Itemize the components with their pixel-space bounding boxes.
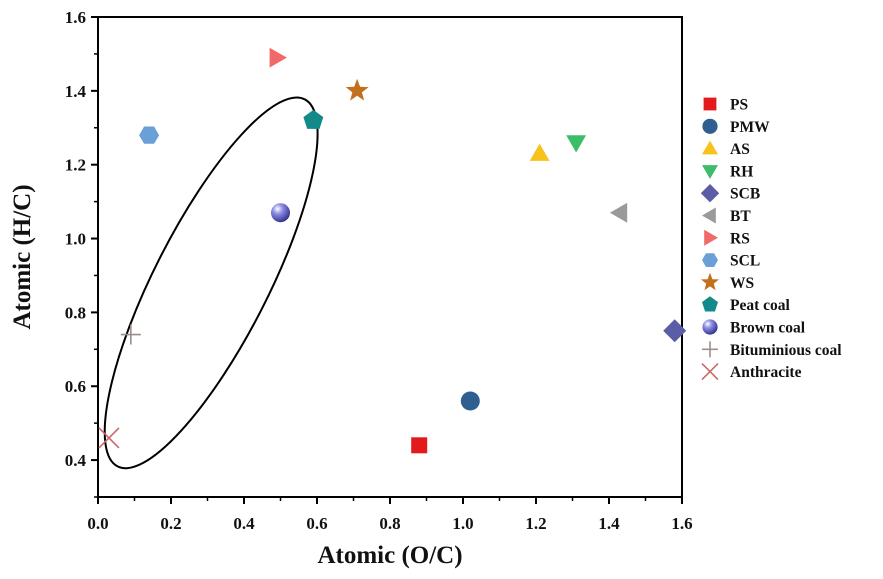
y-tick-label: 0.6 — [65, 377, 86, 396]
legend-marker-bt — [702, 207, 716, 224]
legend-label-ws: WS — [730, 275, 754, 292]
y-tick-label: 1.0 — [65, 230, 86, 249]
legend-label-bituminious-coal: Bituminious coal — [730, 342, 842, 359]
legend-label-rh: RH — [730, 163, 753, 180]
legend-marker-brown-coal — [702, 319, 718, 335]
x-axis-title: Atomic (O/C) — [317, 542, 462, 569]
y-tick-label: 1.4 — [65, 82, 87, 101]
x-tick-label: 0.4 — [233, 514, 255, 533]
legend-marker-scl — [702, 253, 718, 267]
x-stroke-2 — [98, 427, 120, 449]
legend-marker-peat-coal — [702, 296, 718, 312]
data-point-scb — [663, 319, 687, 343]
data-point-scl — [139, 126, 160, 144]
x-tick-label: 0.8 — [379, 514, 400, 533]
y-tick-label: 0.8 — [65, 303, 86, 322]
legend-marker-ws — [700, 272, 720, 291]
legend-label-anthracite: Anthracite — [730, 364, 802, 381]
legend-label-brown-coal: Brown coal — [730, 320, 806, 337]
legend-marker-scb — [700, 184, 720, 203]
x-tick-label: 0.6 — [306, 514, 327, 533]
legend-label-scl: SCL — [730, 253, 760, 270]
legend-label-as: AS — [730, 141, 750, 158]
legend-label-rs: RS — [730, 230, 750, 247]
legend-marker-rh — [702, 165, 718, 179]
data-point-bituminious-coal — [120, 324, 141, 345]
x-stroke-2 — [701, 363, 719, 381]
legend-label-bt: BT — [730, 208, 751, 225]
legend-marker-rs — [704, 229, 718, 246]
legend-label-peat-coal: Peat coal — [730, 297, 791, 314]
legend-marker-bituminious-coal — [702, 341, 718, 358]
x-tick-label: 0.2 — [160, 514, 181, 533]
legend-label-pmw: PMW — [730, 119, 770, 136]
y-tick-label: 1.6 — [65, 8, 86, 27]
data-point-anthracite — [98, 427, 120, 449]
x-tick-label: 0.0 — [87, 514, 108, 533]
x-tick-label: 1.6 — [671, 514, 692, 533]
x-tick-label: 1.0 — [452, 514, 473, 533]
legend-marker-pmw — [702, 118, 718, 134]
legend-label-ps: PS — [730, 97, 748, 114]
coal-region-ellipse — [103, 96, 319, 470]
data-point-pmw — [460, 391, 480, 411]
y-tick-label: 1.2 — [65, 156, 86, 175]
data-point-brown-coal — [271, 203, 290, 223]
legend-label-scb: SCB — [730, 186, 760, 203]
data-point-ps — [411, 437, 428, 454]
legend-marker-anthracite — [701, 363, 719, 381]
data-point-rs — [269, 47, 287, 68]
y-axis-title: Atomic (H/C) — [9, 184, 36, 329]
data-point-ws — [345, 78, 369, 101]
x-tick-label: 1.2 — [525, 514, 546, 533]
legend-marker-as — [702, 140, 718, 155]
data-point-peat-coal — [303, 109, 324, 129]
data-point-bt — [609, 202, 628, 223]
data-point-rh — [566, 135, 587, 153]
legend-marker-ps — [703, 97, 717, 111]
y-tick-label: 0.4 — [65, 451, 87, 470]
x-tick-label: 1.4 — [598, 514, 620, 533]
data-point-as — [529, 143, 550, 161]
